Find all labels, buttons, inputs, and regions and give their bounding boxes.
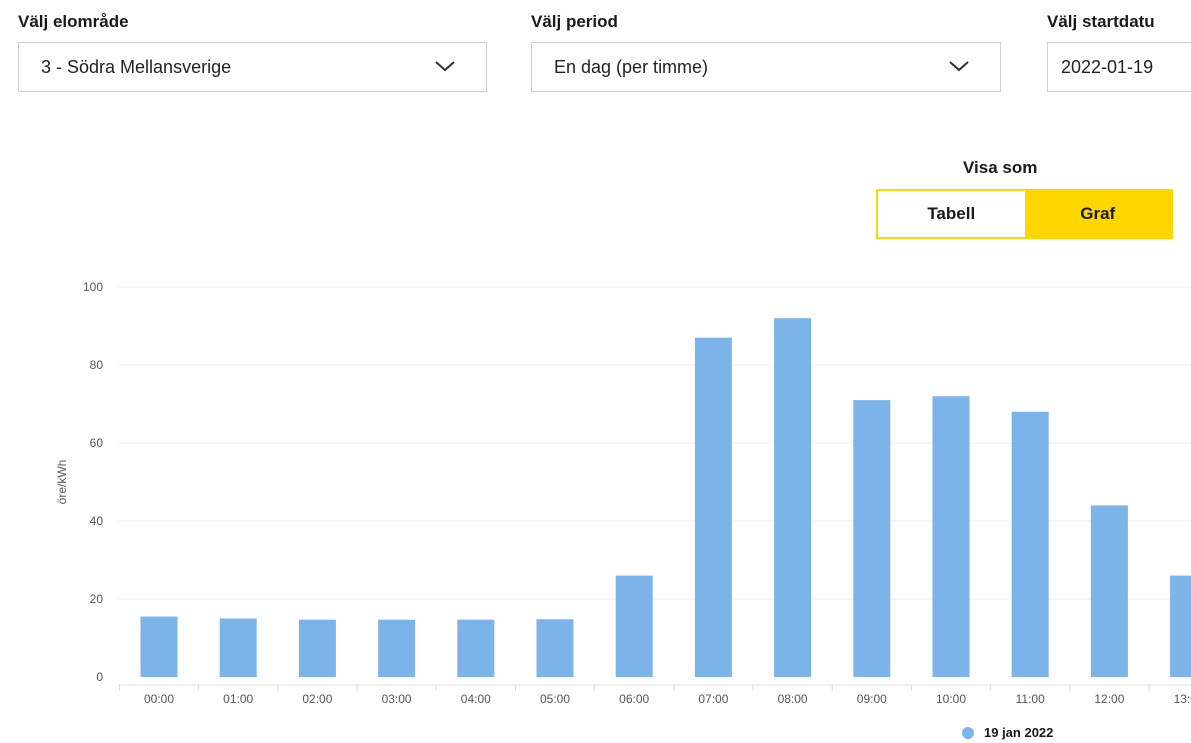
price-bar-chart: 0 20 40 60 80 100 öre/kWh 00:00 01:00 02:00 03:00 0… (55, 280, 1191, 706)
tabell-toggle-button[interactable]: Tabell (927, 204, 976, 223)
bar-1000[interactable] (932, 396, 970, 677)
x-tick-label: 13:00 (1174, 692, 1191, 706)
x-tick-label: 05:00 (540, 692, 570, 706)
x-tick-label: 00:00 (144, 692, 174, 706)
graf-toggle-button[interactable]: Graf (1024, 191, 1171, 237)
legend-label: 19 jan 2022 (984, 725, 1054, 740)
bar-1100[interactable] (1011, 411, 1049, 677)
bar-0400[interactable] (457, 619, 495, 677)
bar-0900[interactable] (853, 400, 891, 677)
y-tick-label: 80 (90, 358, 104, 372)
area-select-value: 3 - Södra Mellansverige (41, 56, 232, 77)
bar-0000[interactable] (140, 616, 178, 677)
x-tick-label: 06:00 (619, 692, 649, 706)
x-tick-label: 12:00 (1094, 692, 1124, 706)
bar-0600[interactable] (615, 575, 653, 677)
chevron-down-icon (949, 61, 969, 72)
x-tick-label: 09:00 (857, 692, 887, 706)
x-tick-label: 02:00 (302, 692, 332, 706)
bar-0100[interactable] (219, 618, 257, 678)
view-toggle-label: Visa som (963, 158, 1038, 177)
start-date-input[interactable]: 2022-01-19 (1047, 42, 1191, 92)
area-label: Välj elområde (18, 12, 129, 31)
chevron-down-icon (435, 61, 455, 72)
x-tick-label: 03:00 (382, 692, 412, 706)
x-tick-label: 01:00 (223, 692, 253, 706)
legend-marker (962, 726, 974, 739)
y-tick-label: 20 (90, 592, 104, 606)
x-tick-label: 07:00 (698, 692, 728, 706)
bar-0300[interactable] (378, 619, 416, 677)
y-tick-label: 60 (90, 436, 104, 450)
bar-0700[interactable] (694, 337, 732, 677)
start-date-label: Välj startdatu (1047, 12, 1155, 31)
y-tick-label: 100 (83, 280, 103, 294)
period-label: Välj period (531, 12, 618, 31)
bar-0800[interactable] (774, 318, 812, 677)
y-tick-label: 0 (96, 670, 103, 684)
bar-1200[interactable] (1090, 505, 1128, 677)
start-date-value: 2022-01-19 (1061, 56, 1154, 77)
area-select[interactable]: 3 - Södra Mellansverige (18, 42, 487, 92)
bar-0200[interactable] (298, 619, 336, 677)
x-tick-label: 04:00 (461, 692, 491, 706)
x-tick-label: 10:00 (936, 692, 966, 706)
view-toggle: Tabell Graf (876, 189, 1173, 239)
chart-legend: 19 jan 2022 (962, 725, 1053, 740)
x-tick-label: 08:00 (778, 692, 808, 706)
bar-0500[interactable] (536, 619, 574, 677)
bar-1300[interactable] (1170, 575, 1191, 677)
period-select-value: En dag (per timme) (554, 56, 709, 77)
y-axis-label: öre/kWh (55, 460, 69, 505)
y-tick-label: 40 (90, 514, 104, 528)
period-select[interactable]: En dag (per timme) (531, 42, 1001, 92)
x-tick-label: 11:00 (1016, 692, 1045, 706)
